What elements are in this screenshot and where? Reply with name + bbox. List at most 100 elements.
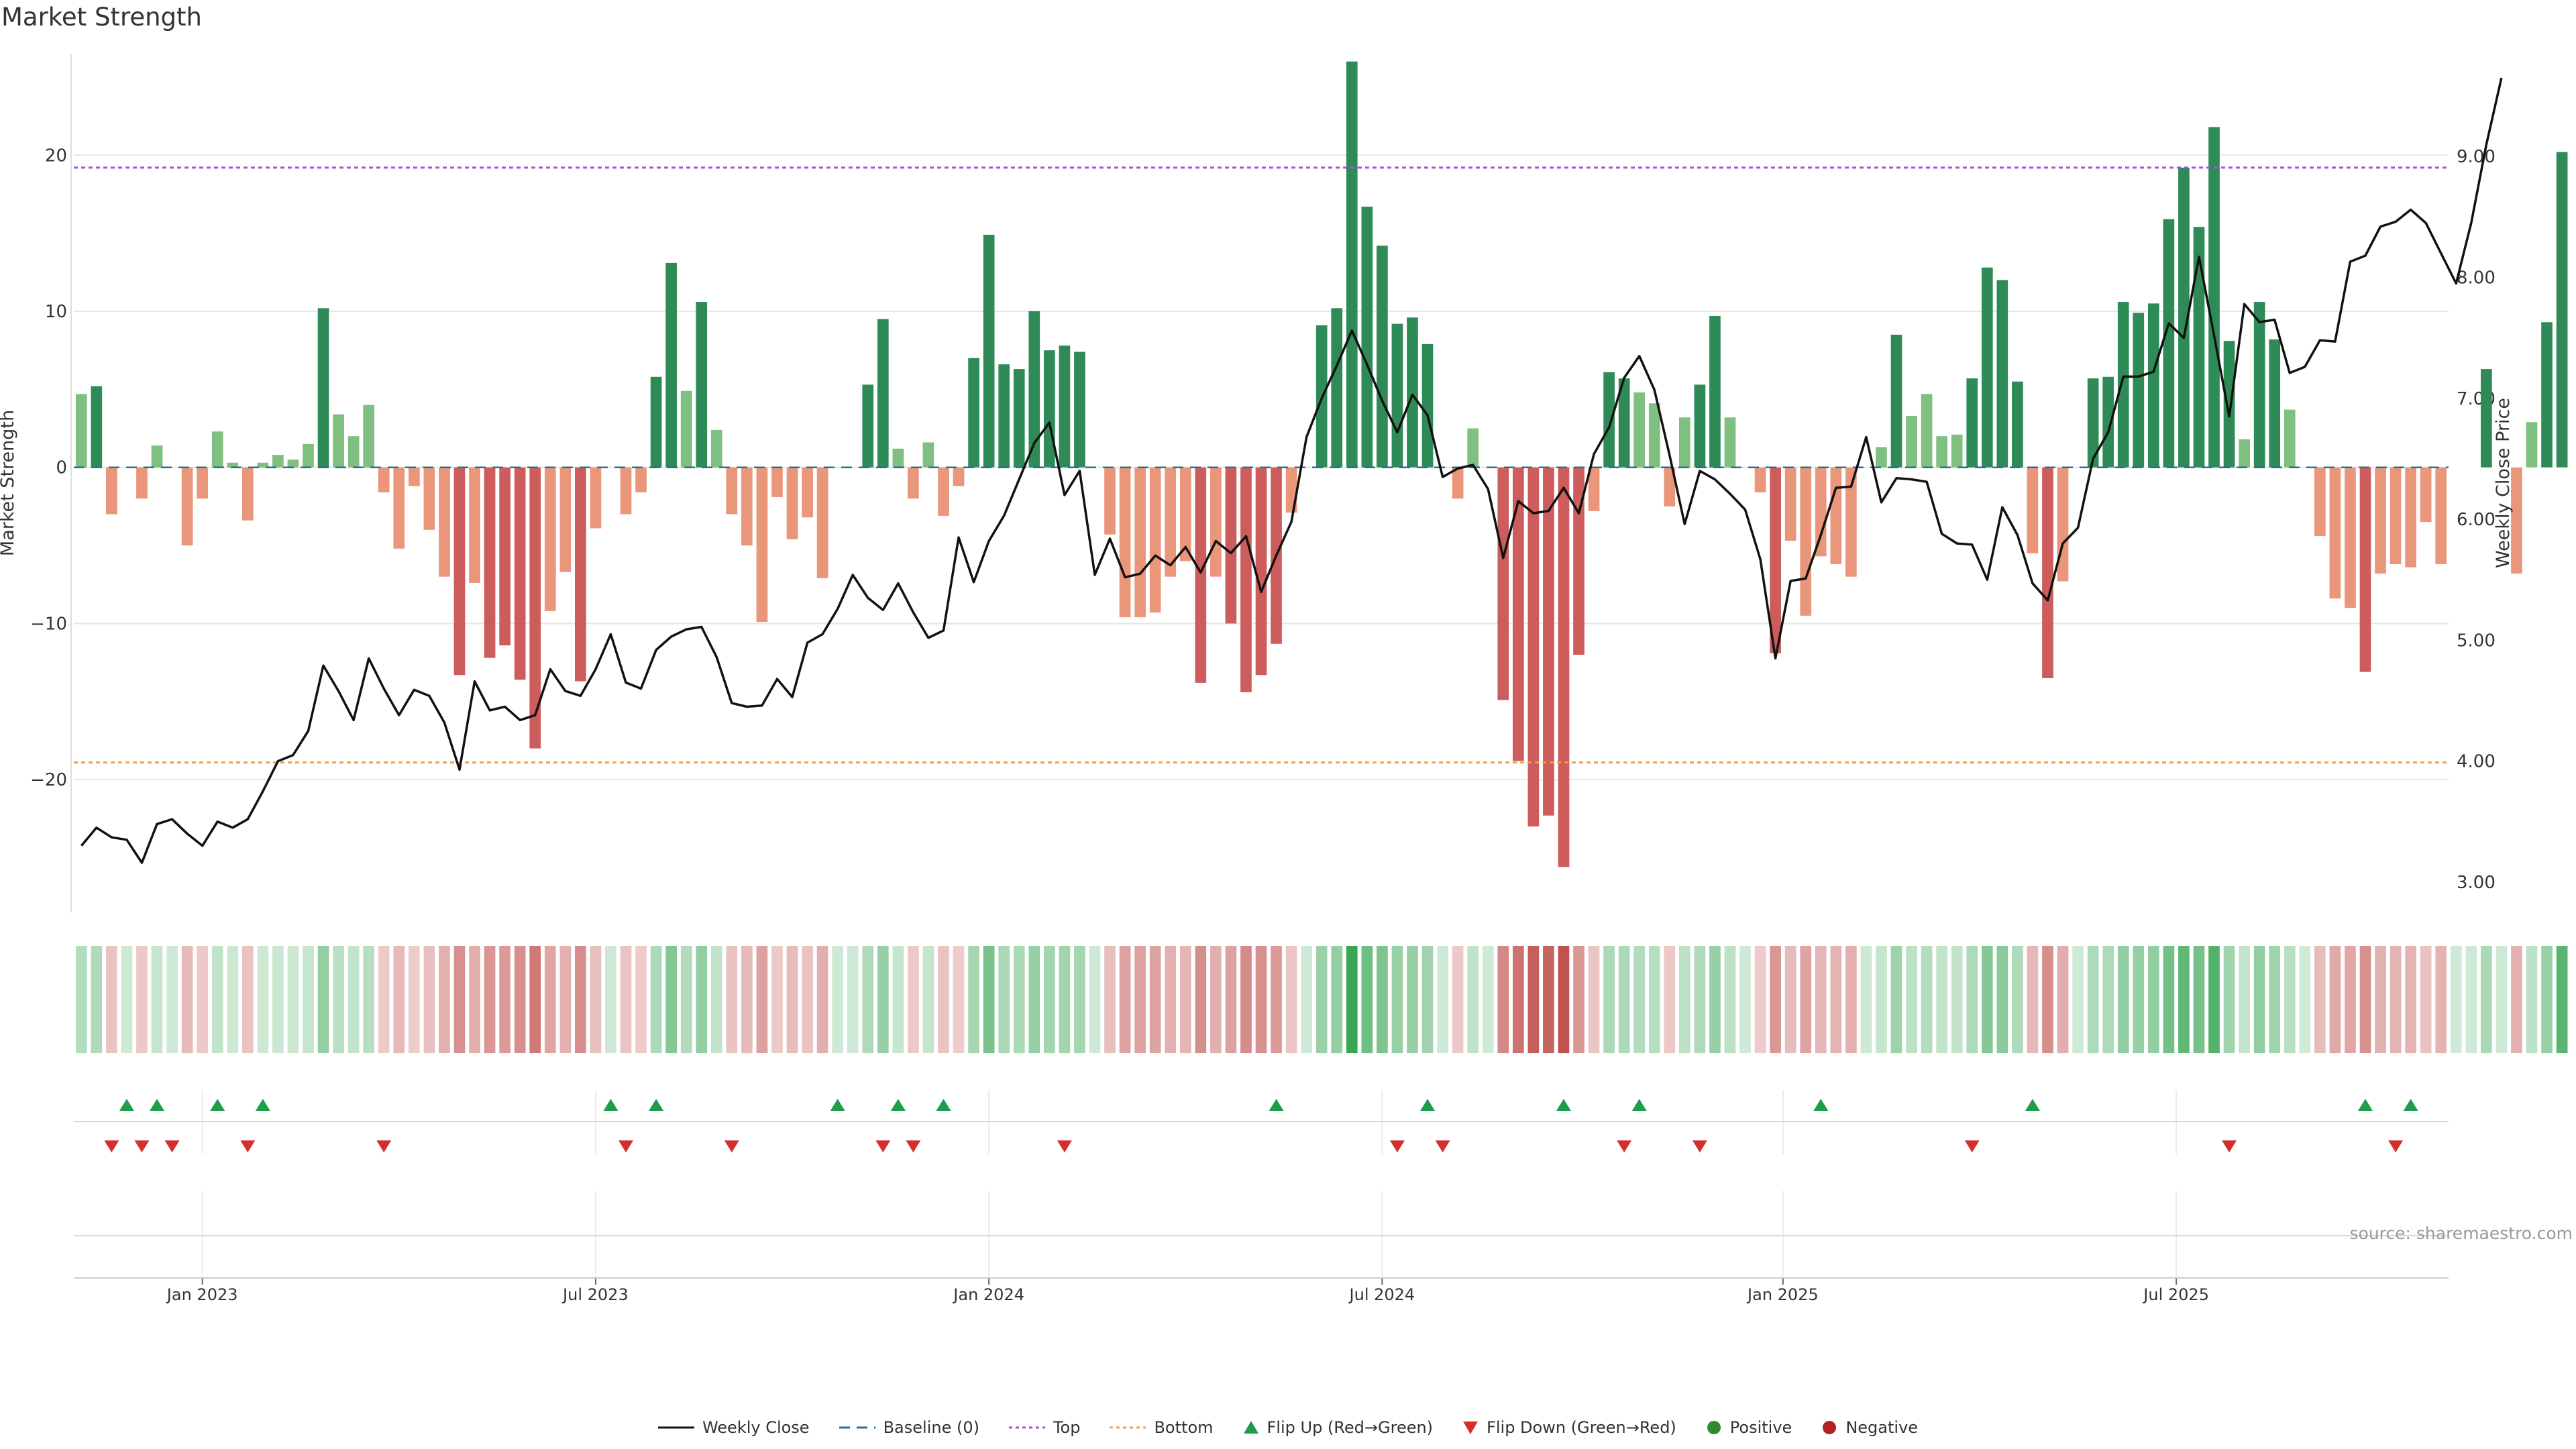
- heat-cell: [2390, 946, 2402, 1053]
- legend-label: Positive: [1729, 1418, 1792, 1437]
- heat-cell: [378, 946, 390, 1053]
- flip-down-marker: [724, 1140, 739, 1152]
- strength-bar: [2359, 467, 2371, 672]
- heat-cell: [2511, 946, 2522, 1053]
- strength-bar: [363, 405, 375, 468]
- strength-bar: [2420, 467, 2432, 523]
- strength-bar: [484, 467, 496, 658]
- strength-bar: [2208, 127, 2220, 468]
- heat-cell: [1996, 946, 2008, 1053]
- strength-bar: [635, 467, 647, 492]
- y2-tick-label: 5.00: [2457, 631, 2496, 651]
- strength-bar: [559, 467, 572, 572]
- strength-bar: [1784, 467, 1796, 541]
- heat-cell: [91, 946, 103, 1053]
- heat-cell: [106, 946, 117, 1053]
- heat-cell: [2193, 946, 2205, 1053]
- heat-cell: [1301, 946, 1312, 1053]
- strength-bar: [1815, 467, 1827, 557]
- heat-cell: [1437, 946, 1448, 1053]
- strength-bar: [333, 414, 344, 468]
- strength-bar: [2057, 467, 2069, 582]
- heat-cell: [968, 946, 979, 1053]
- heat-cell: [1497, 946, 1509, 1053]
- strength-bar: [287, 460, 299, 468]
- heat-cell: [710, 946, 722, 1053]
- heat-cell: [1346, 946, 1358, 1053]
- heat-cell: [1104, 946, 1116, 1053]
- flip-up-marker: [1420, 1099, 1436, 1111]
- legend-label: Flip Up (Red→Green): [1267, 1418, 1434, 1437]
- strength-bar: [2511, 467, 2522, 574]
- legend-item-flip-up: Flip Up (Red→Green): [1243, 1418, 1434, 1437]
- heat-cell: [287, 946, 299, 1053]
- heat-cell: [1407, 946, 1418, 1053]
- strength-bar: [1361, 207, 1373, 468]
- flip-down-marker: [2222, 1140, 2237, 1152]
- strength-bar: [2027, 467, 2039, 553]
- line-dashed-icon: [839, 1426, 875, 1429]
- heat-cell: [1664, 946, 1676, 1053]
- heat-cell: [2057, 946, 2069, 1053]
- heat-cell: [1921, 946, 1933, 1053]
- heat-cell: [2178, 946, 2190, 1053]
- heat-cell: [2269, 946, 2281, 1053]
- x-tick-label: Jan 2023: [166, 1285, 238, 1304]
- heat-cell: [1043, 946, 1055, 1053]
- strength-bar: [1467, 428, 1479, 468]
- weekly-close-line: [80, 77, 2503, 864]
- strength-bar: [2223, 341, 2235, 468]
- heat-cell: [1527, 946, 1540, 1053]
- heat-cell: [544, 946, 556, 1053]
- strength-bar: [317, 308, 329, 468]
- heat-cell: [665, 946, 677, 1053]
- strength-bar: [257, 462, 269, 468]
- heat-cell: [347, 946, 360, 1053]
- heat-cell: [121, 946, 133, 1053]
- strength-bar: [908, 467, 919, 499]
- heat-cell: [2027, 946, 2039, 1053]
- heat-cell: [423, 946, 435, 1053]
- strength-bars: [75, 61, 2568, 867]
- strength-bar: [2133, 313, 2145, 468]
- heat-cell: [1724, 946, 1736, 1053]
- heat-cell: [1074, 946, 1085, 1053]
- strength-bar: [2239, 439, 2250, 468]
- legend-label: Top: [1053, 1418, 1081, 1437]
- strength-bar: [1527, 467, 1540, 826]
- heat-cell: [1815, 946, 1827, 1053]
- legend-item-bottom: Bottom: [1110, 1418, 1214, 1437]
- strength-bar: [1558, 467, 1570, 867]
- strength-bar: [665, 262, 677, 468]
- strength-bar: [2541, 322, 2553, 468]
- legend-label: Bottom: [1154, 1418, 1214, 1437]
- strength-bar: [2481, 369, 2492, 468]
- strength-bar: [241, 467, 254, 521]
- strength-bar: [408, 467, 420, 486]
- legend-item-baseline: Baseline (0): [839, 1418, 979, 1437]
- strength-bar: [1709, 315, 1721, 468]
- heat-cell: [439, 946, 450, 1053]
- heat-cell: [2496, 946, 2508, 1053]
- y2-axis-label: Weekly Close Price: [2493, 398, 2514, 568]
- strength-bar: [1407, 317, 1418, 468]
- heat-cell: [1573, 946, 1585, 1053]
- legend-item-flip-down: Flip Down (Green→Red): [1462, 1418, 1676, 1437]
- flip-up-marker: [1631, 1099, 1647, 1111]
- y2-tick-label: 9.00: [2457, 147, 2496, 167]
- heat-cell: [2208, 946, 2220, 1053]
- strength-bar: [1921, 394, 1933, 468]
- strength-bar: [2329, 467, 2341, 599]
- flip-down-marker: [618, 1140, 633, 1152]
- heat-cell: [303, 946, 314, 1053]
- heat-cell: [2284, 946, 2296, 1053]
- heat-cell: [2526, 946, 2538, 1053]
- heat-cell: [741, 946, 753, 1053]
- heat-cell: [1558, 946, 1570, 1053]
- heat-cell: [2147, 946, 2159, 1053]
- heat-cell: [1482, 946, 1494, 1053]
- flip-up-marker: [649, 1099, 664, 1111]
- heat-cell: [1784, 946, 1796, 1053]
- legend: Weekly Close Baseline (0) Top Bottom Fli…: [0, 1414, 2576, 1441]
- strength-bar: [1633, 392, 1646, 468]
